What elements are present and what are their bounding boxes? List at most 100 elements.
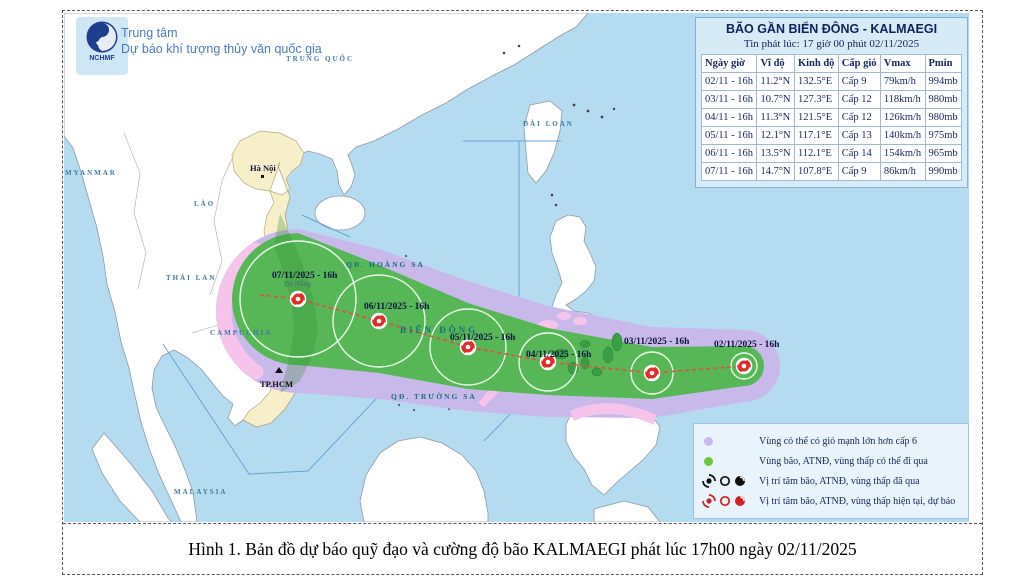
ha-noi-marker [261, 175, 264, 178]
cell: Cấp 12 [837, 108, 881, 127]
label-hoang-sa: QĐ. HOÀNG SA [346, 259, 425, 269]
agency-abbr: NCHMF [89, 55, 115, 62]
cell: Cấp 13 [837, 126, 881, 145]
figure-caption-band: Hình 1. Bản đồ dự báo quỹ đạo và cường đ… [63, 524, 982, 574]
label-malaysia: MALAYSIA [174, 488, 227, 496]
cell: 14.7°N [756, 162, 795, 181]
cell: 994mb [924, 72, 962, 91]
table-row: 02/11 - 16h 11.2°N 132.5°E Cấp 9 79km/h 994mb [700, 72, 962, 91]
col-header: Cấp gió [837, 54, 881, 73]
cell: Cấp 9 [837, 72, 881, 91]
table-row: 04/11 - 16h 11.3°N 121.5°E Cấp 12 126km/h 980… [700, 108, 962, 127]
borneo-island [359, 436, 489, 522]
cell: 06/11 - 16h [700, 144, 758, 163]
col-header: Vmax [879, 54, 926, 73]
agency-logo: NCHMF [76, 17, 128, 75]
sulawesi-island [593, 500, 661, 522]
track-label-06-11: 06/11/2025 - 16h [364, 302, 430, 312]
cell: 990mb [924, 162, 962, 181]
storm-zone-green [232, 233, 764, 399]
cell: 07/11 - 16h [700, 162, 758, 181]
sumatra-island [91, 432, 173, 522]
agency-name-line2: Dự báo khí tượng thủy văn quốc gia [121, 42, 322, 57]
legend-label: Vùng bão, ATNĐ, vùng thấp có thể đi qua [759, 455, 928, 467]
cell: 154km/h [879, 144, 926, 163]
col-header: Vĩ độ [756, 54, 795, 73]
luzon-island [549, 214, 601, 328]
cell: 117.1°E [793, 126, 839, 145]
cell: 04/11 - 16h [700, 108, 758, 127]
label-lao: LÀO [194, 200, 215, 208]
current-forecast-symbols-icon [702, 494, 752, 508]
cell: 79km/h [879, 72, 926, 91]
past-position-symbols-icon [702, 474, 752, 488]
cell: 13.5°N [756, 144, 795, 163]
storm-forecast-table: Ngày giờ Vĩ độ Kinh độ Cấp gió Vmax Pmin… [700, 54, 962, 181]
forecast-map-area: 02/11/2025 - 16h 03/11/2025 - 16h 04/11/… [63, 11, 982, 524]
label-thai-lan: THÁI LAN [166, 274, 216, 282]
col-header: Kinh độ [793, 54, 839, 73]
cell: 965mb [924, 144, 962, 163]
cell: Cấp 12 [837, 90, 881, 109]
tphcm-marker [275, 367, 283, 373]
legend-label: Vị trí tâm bão, ATNĐ, vùng thấp hiện tại… [759, 495, 956, 507]
map-legend: Vùng có thể có gió mạnh lớn hơn cấp 6 Vù… [693, 423, 969, 519]
legend-item: Vùng bão, ATNĐ, vùng thấp có thể đi qua [702, 451, 960, 471]
cell: 975mb [924, 126, 962, 145]
track-label-04-11: 04/11/2025 - 16h [526, 350, 592, 360]
label-campuchia: CAMPUCHIA [210, 329, 272, 337]
agency-name: Trung tâm Dự báo khí tượng thủy văn quốc… [121, 25, 322, 58]
forecast-uncertainty-circles [239, 240, 758, 395]
label-dai-loan: ĐÀI LOAN [523, 120, 574, 128]
storm-position-icon-07-11 [289, 290, 307, 308]
table-header-row: Ngày giờ Vĩ độ Kinh độ Cấp gió Vmax Pmin [700, 54, 962, 73]
small-islands [502, 44, 616, 207]
purple-zone-dot-icon [702, 436, 752, 446]
track-label-05-11: 05/11/2025 - 16h [450, 333, 516, 343]
cell: 140km/h [879, 126, 926, 145]
cell: 11.3°N [756, 108, 795, 127]
green-zone-dot-icon [702, 456, 752, 466]
track-label-03-11: 03/11/2025 - 16h [624, 337, 690, 347]
legend-item: Vị trí tâm bão, ATNĐ, vùng thấp đã qua [702, 471, 960, 491]
label-ha-noi: Hà Nội [250, 163, 276, 173]
storm-bulletin-panel: BÃO GẦN BIỂN ĐÔNG - KALMAEGI Tin phát lú… [695, 17, 968, 188]
label-tphcm: TP.HCM [260, 379, 293, 389]
cell: Cấp 14 [837, 144, 881, 163]
cell: 86km/h [879, 162, 926, 181]
storm-position-icon-03-11 [643, 364, 661, 382]
taiwan-island [523, 100, 563, 184]
label-da-nang: Đà Nẵng [284, 279, 311, 288]
hainan-island [314, 195, 366, 231]
cell: 118km/h [879, 90, 926, 109]
place-labels: TRUNG QUỐC ĐÀI LOAN MYANMAR LÀO THÁI LAN… [65, 55, 574, 496]
cell: 126km/h [879, 108, 926, 127]
legend-label: Vùng có thể có gió mạnh lớn hơn cấp 6 [759, 435, 918, 447]
track-label-02-11: 02/11/2025 - 16h [714, 340, 780, 350]
col-header: Ngày giờ [700, 54, 758, 73]
cell: 03/11 - 16h [700, 90, 758, 109]
col-header: Pmin [924, 54, 962, 73]
cell: 12.1°N [756, 126, 795, 145]
table-row: 06/11 - 16h 13.5°N 112.1°E Cấp 14 154km/h 965… [700, 144, 962, 163]
bulletin-issued-time: Tin phát lúc: 17 giờ 00 phút 02/11/2025 [743, 38, 920, 50]
cell: 107.8°E [793, 162, 839, 181]
figure-caption: Hình 1. Bản đồ dự báo quỹ đạo và cường đ… [188, 538, 857, 559]
cell: Cấp 9 [837, 162, 881, 181]
cell: 05/11 - 16h [700, 126, 758, 145]
agency-name-line1: Trung tâm [121, 26, 178, 40]
cell: 112.1°E [793, 144, 839, 163]
cell: 980mb [924, 90, 962, 109]
label-myanmar: MYANMAR [65, 169, 117, 177]
cell: 132.5°E [793, 72, 839, 91]
legend-label: Vị trí tâm bão, ATNĐ, vùng thấp đã qua [759, 475, 920, 487]
nchmf-emblem-icon [86, 21, 118, 53]
label-truong-sa: QĐ. TRƯỜNG SA [391, 391, 477, 401]
table-row: 03/11 - 16h 10.7°N 127.3°E Cấp 12 118km/h 980… [700, 90, 962, 109]
cell: 121.5°E [793, 108, 839, 127]
cell: 980mb [924, 108, 962, 127]
figure-border: 02/11/2025 - 16h 03/11/2025 - 16h 04/11/… [62, 10, 983, 575]
cell: 11.2°N [756, 72, 795, 91]
storm-position-icon-06-11 [370, 312, 388, 330]
track-label-07-11: 07/11/2025 - 16h [272, 271, 338, 281]
